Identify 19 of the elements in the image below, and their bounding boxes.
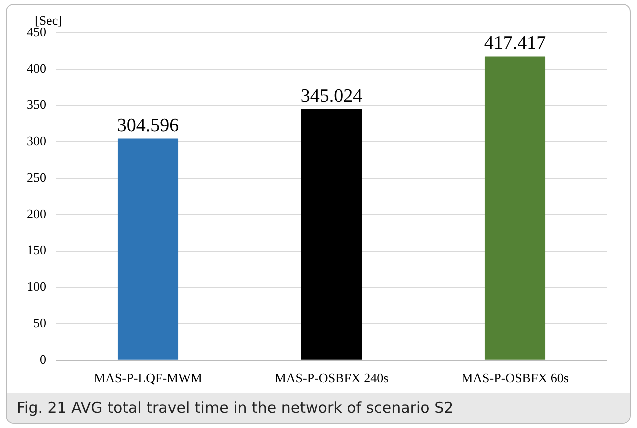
data-label: 417.417 [484, 33, 546, 54]
data-label: 304.596 [117, 115, 180, 136]
y-tick-label: 350 [27, 97, 46, 112]
x-tick-label: MAS-P-OSBFX 240s [274, 370, 389, 386]
bar [301, 109, 362, 360]
y-tick-label: 250 [27, 170, 46, 185]
y-tick-label: 0 [40, 352, 46, 367]
y-tick-label: 100 [27, 279, 46, 294]
y-tick-label: 400 [27, 60, 46, 76]
caption: Fig. 21 AVG total travel time in the network of scenario S2 [7, 393, 630, 423]
data-label: 345.024 [300, 86, 364, 107]
y-tick-label: 300 [27, 134, 46, 149]
y-tick-label: 50 [34, 315, 46, 330]
y-tick-label: 200 [27, 206, 46, 222]
x-tick-label: MAS-P-LQF-MWM [94, 370, 203, 386]
x-tick-label: MAS-P-OSBFX 60s [462, 370, 569, 386]
bar [484, 56, 546, 360]
bar [118, 138, 179, 360]
y-tick-label: 150 [27, 242, 46, 258]
